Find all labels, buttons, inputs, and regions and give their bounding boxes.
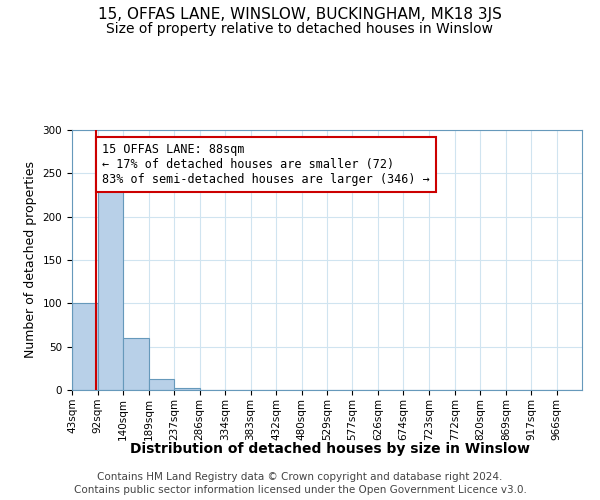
Bar: [98, 184, 123, 390]
Text: Distribution of detached houses by size in Winslow: Distribution of detached houses by size …: [130, 442, 530, 456]
Text: 15, OFFAS LANE, WINSLOW, BUCKINGHAM, MK18 3JS: 15, OFFAS LANE, WINSLOW, BUCKINGHAM, MK1…: [98, 8, 502, 22]
Bar: [149, 378, 174, 390]
Text: Contains HM Land Registry data © Crown copyright and database right 2024.: Contains HM Land Registry data © Crown c…: [97, 472, 503, 482]
Y-axis label: Number of detached properties: Number of detached properties: [24, 162, 37, 358]
Text: 15 OFFAS LANE: 88sqm
← 17% of detached houses are smaller (72)
83% of semi-detac: 15 OFFAS LANE: 88sqm ← 17% of detached h…: [102, 143, 430, 186]
Bar: [123, 338, 149, 390]
Bar: [72, 304, 98, 390]
Text: Size of property relative to detached houses in Winslow: Size of property relative to detached ho…: [107, 22, 493, 36]
Text: Contains public sector information licensed under the Open Government Licence v3: Contains public sector information licen…: [74, 485, 526, 495]
Bar: [174, 388, 200, 390]
